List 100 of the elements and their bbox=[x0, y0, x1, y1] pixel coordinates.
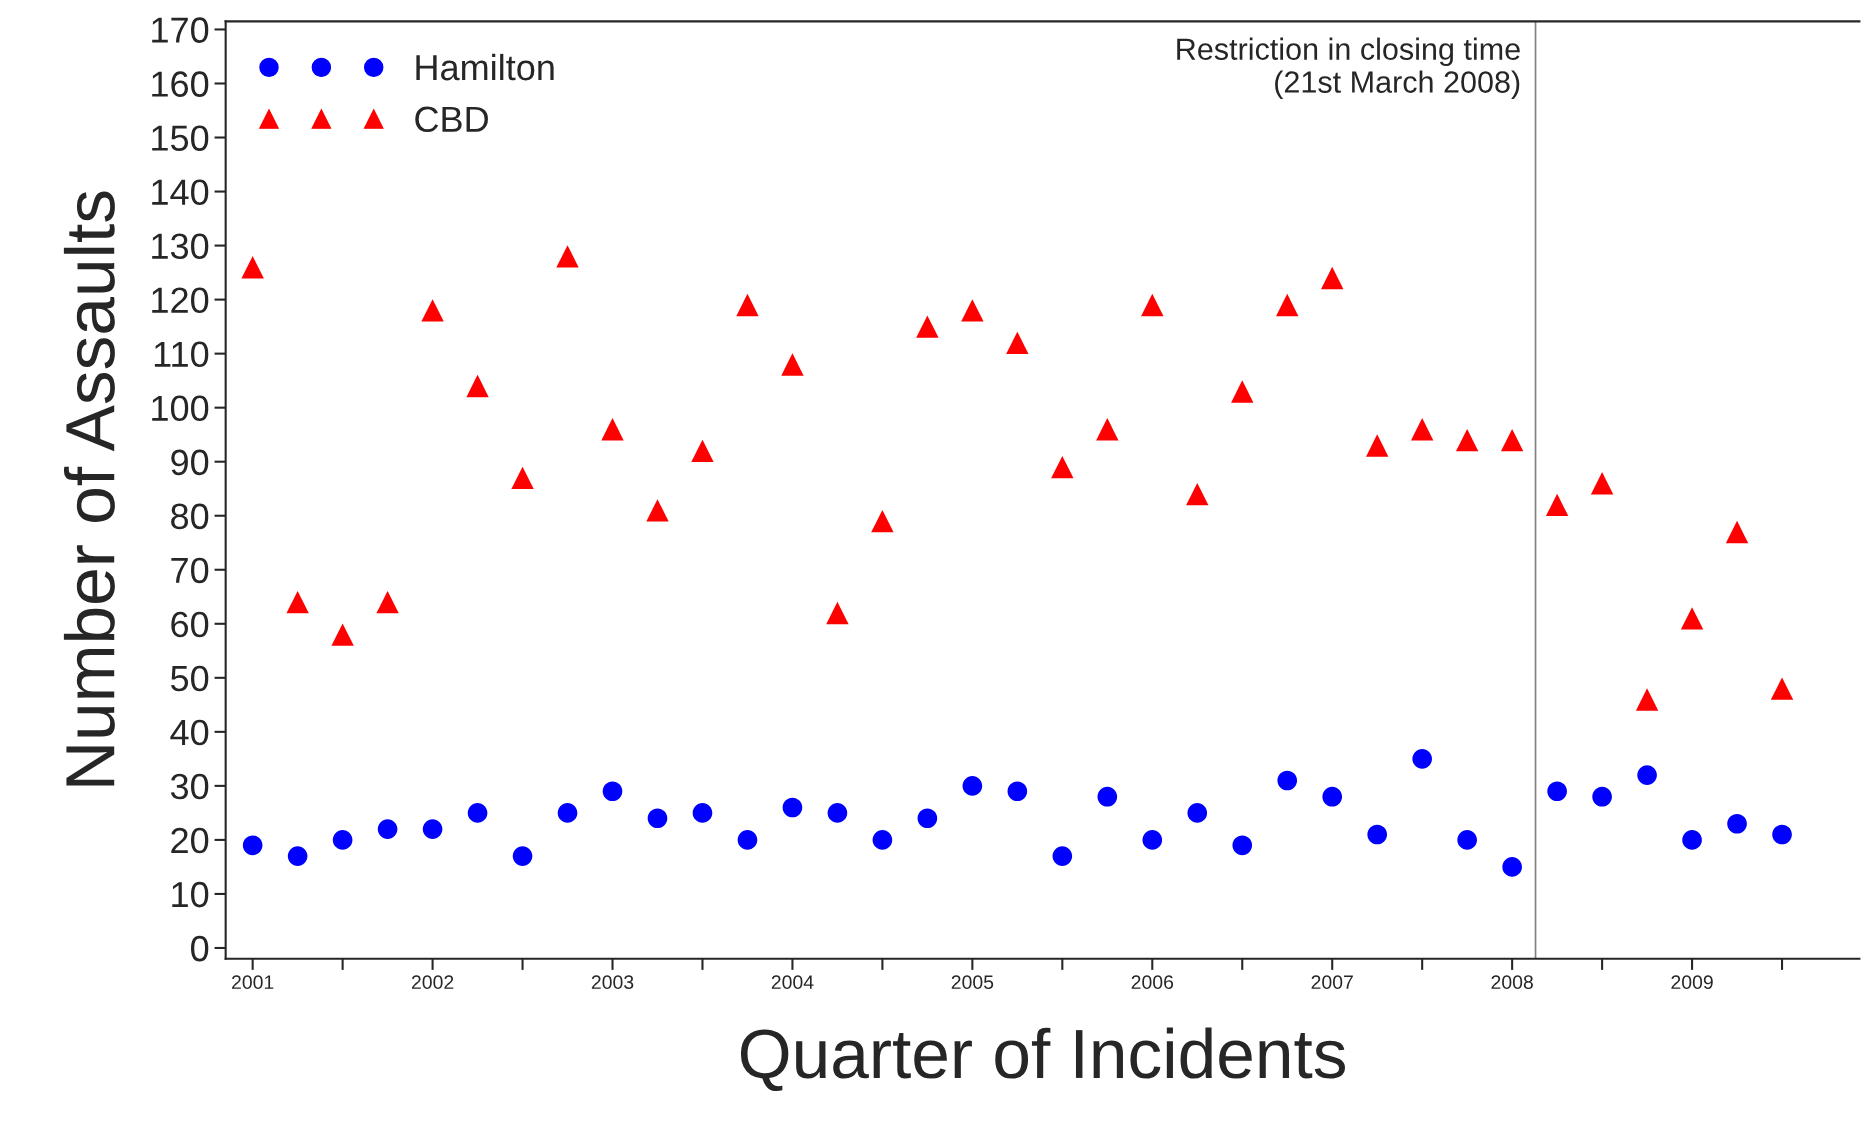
x-tick-label: 2009 bbox=[1671, 975, 1713, 990]
point bbox=[286, 590, 309, 614]
point bbox=[1590, 472, 1614, 495]
point bbox=[332, 830, 353, 850]
point bbox=[1097, 786, 1118, 807]
y-tick-label: 0 bbox=[191, 935, 209, 962]
point bbox=[646, 499, 669, 522]
point bbox=[782, 797, 803, 818]
y-tick-label: 50 bbox=[170, 665, 209, 692]
y-tick-label: 100 bbox=[152, 395, 209, 422]
point bbox=[557, 803, 578, 823]
y-tick-label: 160 bbox=[152, 71, 209, 97]
point bbox=[1637, 765, 1657, 785]
point bbox=[511, 466, 534, 490]
point bbox=[1727, 813, 1747, 834]
point bbox=[1277, 770, 1298, 791]
point bbox=[781, 353, 804, 376]
y-tick-label: 130 bbox=[152, 233, 209, 260]
point bbox=[1322, 786, 1343, 807]
point bbox=[1232, 835, 1253, 856]
point bbox=[1187, 803, 1208, 823]
point bbox=[1500, 428, 1524, 452]
y-tick-label: 120 bbox=[152, 287, 209, 314]
point bbox=[512, 846, 533, 866]
point bbox=[1096, 418, 1119, 441]
point bbox=[1455, 428, 1479, 452]
y-axis-title: Number of Assaults bbox=[63, 191, 115, 786]
point bbox=[827, 803, 848, 823]
point bbox=[1545, 493, 1569, 517]
y-tick-label: 80 bbox=[171, 503, 209, 530]
point bbox=[647, 808, 668, 829]
x-tick-label: 2002 bbox=[411, 975, 454, 990]
point bbox=[1412, 749, 1432, 769]
y-tick-label: 20 bbox=[171, 827, 209, 854]
point bbox=[422, 819, 443, 839]
point bbox=[1725, 520, 1749, 544]
y-tick-label: 70 bbox=[171, 557, 209, 584]
point bbox=[962, 776, 983, 796]
point bbox=[1006, 331, 1029, 355]
x-axis-title: Quarter of Incidents bbox=[740, 1027, 1345, 1092]
y-tick-label: 60 bbox=[171, 611, 209, 638]
point bbox=[1680, 607, 1704, 630]
point bbox=[1141, 293, 1164, 317]
x-tick-label: 2001 bbox=[232, 975, 274, 990]
point bbox=[872, 830, 893, 850]
point bbox=[467, 803, 488, 823]
point bbox=[1635, 688, 1659, 711]
point bbox=[917, 808, 938, 829]
legend-label: CBD bbox=[415, 106, 488, 133]
point bbox=[1770, 677, 1794, 700]
point bbox=[556, 245, 579, 268]
point bbox=[1052, 846, 1073, 866]
point bbox=[1231, 380, 1254, 403]
point bbox=[1367, 824, 1388, 845]
point bbox=[242, 835, 263, 856]
legend-label: Hamilton bbox=[416, 53, 554, 81]
x-tick-label: 2007 bbox=[1311, 975, 1353, 990]
point bbox=[692, 803, 713, 823]
point bbox=[377, 819, 398, 839]
point bbox=[1366, 434, 1389, 457]
point bbox=[1276, 293, 1299, 317]
point bbox=[287, 846, 308, 866]
x-tick-label: 2003 bbox=[591, 975, 634, 990]
point bbox=[376, 590, 399, 614]
point bbox=[871, 509, 894, 533]
point bbox=[737, 830, 758, 850]
point bbox=[961, 299, 984, 322]
ref-line-label: Restriction in closing time (21st March 2008) bbox=[1177, 37, 1520, 99]
point bbox=[331, 623, 354, 646]
point bbox=[1321, 266, 1344, 290]
point bbox=[916, 315, 939, 338]
y-tick-label: 40 bbox=[170, 719, 209, 746]
y-tick-label: 150 bbox=[152, 125, 209, 151]
point bbox=[1410, 418, 1434, 441]
y-tick-label: 170 bbox=[152, 17, 209, 43]
point bbox=[1051, 455, 1074, 479]
point bbox=[1457, 830, 1477, 850]
point bbox=[1547, 781, 1567, 802]
y-tick-label: 30 bbox=[170, 773, 209, 800]
point bbox=[1592, 786, 1612, 807]
y-tick-label: 10 bbox=[172, 881, 209, 908]
point bbox=[1142, 830, 1163, 850]
x-tick-label: 2008 bbox=[1491, 975, 1533, 990]
x-tick-label: 2004 bbox=[771, 975, 814, 990]
y-tick-label: 90 bbox=[171, 449, 209, 476]
y-tick-label: 140 bbox=[152, 179, 209, 205]
x-tick-label: 2005 bbox=[951, 975, 994, 990]
point bbox=[466, 374, 489, 398]
y-tick-label: 110 bbox=[154, 341, 209, 368]
point bbox=[602, 781, 623, 802]
point bbox=[601, 418, 624, 441]
point bbox=[1772, 824, 1792, 845]
point bbox=[736, 293, 759, 317]
point bbox=[826, 601, 849, 625]
x-tick-label: 2006 bbox=[1131, 975, 1174, 990]
point bbox=[1682, 830, 1702, 850]
point bbox=[241, 255, 264, 279]
point bbox=[421, 299, 444, 322]
point bbox=[1502, 857, 1522, 877]
point bbox=[691, 439, 714, 463]
